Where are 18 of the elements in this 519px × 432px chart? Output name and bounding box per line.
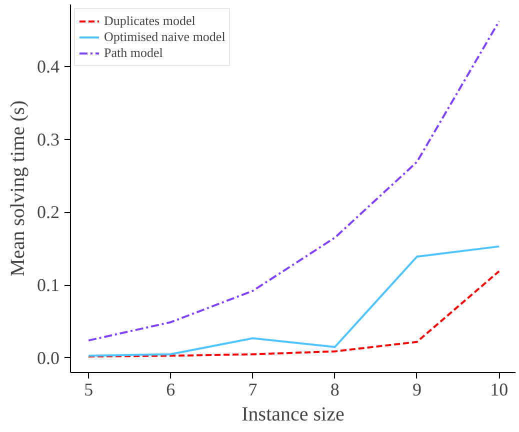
line-series bbox=[88, 245, 500, 357]
x-tick-label: 8 bbox=[330, 380, 340, 400]
y-tick-label: 0.2 bbox=[37, 202, 60, 222]
legend-label: Path model bbox=[104, 45, 163, 61]
legend-label: Duplicates model bbox=[104, 13, 196, 29]
y-tick-label: 0.4 bbox=[37, 56, 60, 76]
x-tick-label: 7 bbox=[248, 380, 258, 400]
y-tick-label: 0.1 bbox=[37, 275, 60, 296]
y-axis-title: Mean solving time (s) bbox=[7, 100, 29, 277]
line-series bbox=[88, 270, 500, 358]
x-tick-label: 5 bbox=[84, 380, 94, 400]
x-tick-label: 9 bbox=[412, 380, 422, 400]
y-tick-label: 0.3 bbox=[37, 129, 60, 150]
x-tick-label: 6 bbox=[166, 380, 176, 400]
x-axis-title: Instance size bbox=[242, 404, 344, 426]
x-tick-label: 10 bbox=[490, 380, 508, 400]
legend-label: Optimised naive model bbox=[104, 29, 226, 45]
y-tick-label: 0.0 bbox=[37, 348, 60, 368]
